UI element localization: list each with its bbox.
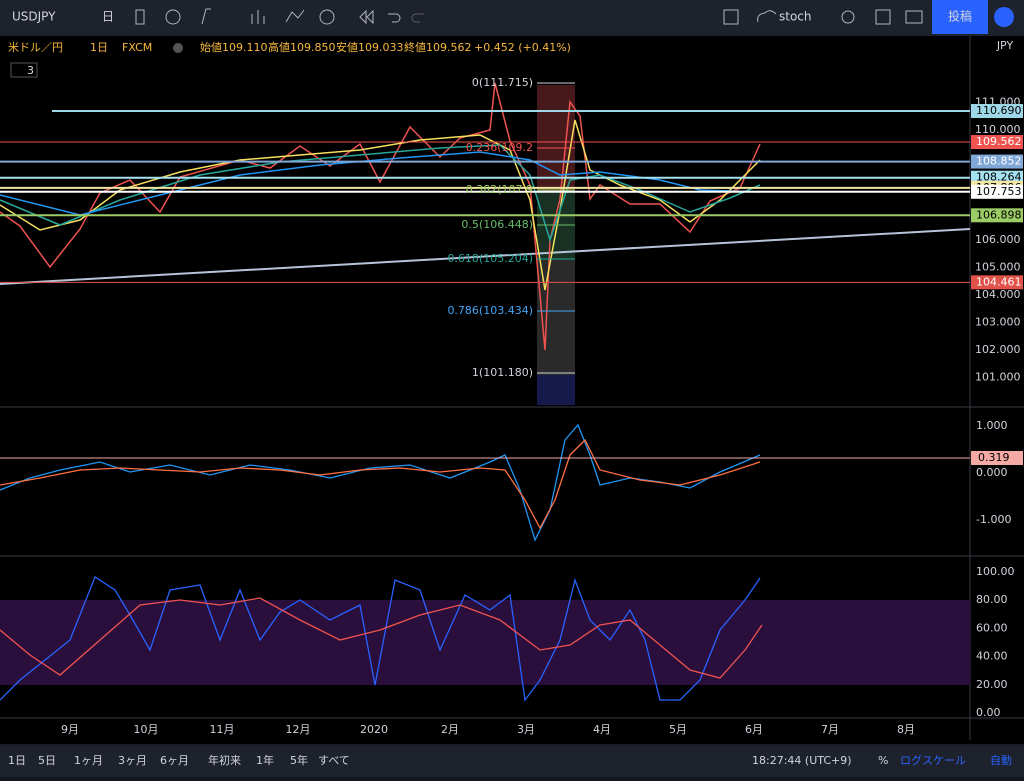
bottom-bar bbox=[0, 746, 1024, 777]
time-tick: 7月 bbox=[821, 723, 839, 736]
time-tick: 10月 bbox=[134, 723, 159, 736]
macd-level-tag bbox=[971, 451, 1023, 465]
price-tick: 105.000 bbox=[975, 261, 1021, 274]
level-tag bbox=[971, 104, 1023, 119]
legend-text: 安値109.033 bbox=[336, 40, 404, 54]
time-tick: 6月 bbox=[745, 723, 763, 736]
legend-text: FXCM bbox=[122, 41, 152, 54]
fib-zone bbox=[537, 375, 575, 405]
level-label: 106.898 bbox=[976, 208, 1022, 221]
ma-line bbox=[0, 119, 761, 291]
time-tick: 3月 bbox=[517, 723, 535, 736]
stoch-d bbox=[0, 597, 763, 679]
range-button[interactable]: すべて bbox=[318, 754, 350, 767]
level-tag bbox=[971, 154, 1023, 169]
range-button[interactable]: 1ヶ月 bbox=[74, 754, 103, 767]
price-tick: 106.000 bbox=[975, 233, 1021, 246]
stoch-tick: 0.00 bbox=[976, 706, 1001, 719]
percent-toggle[interactable]: % bbox=[878, 754, 888, 767]
legend-text: 1日 bbox=[90, 41, 108, 54]
fib-label: 0.236(109.2 bbox=[466, 141, 533, 154]
macd-tick: -1.000 bbox=[976, 513, 1011, 526]
range-button[interactable]: 5年 bbox=[290, 753, 308, 767]
legend-text: 高値109.850 bbox=[268, 40, 336, 54]
level-label: 107.753 bbox=[976, 185, 1022, 198]
ma-line bbox=[0, 151, 761, 216]
replay-button[interactable] bbox=[994, 7, 1014, 27]
stoch-tick: 40.00 bbox=[976, 650, 1008, 663]
legend-text: 始値109.110 bbox=[200, 40, 268, 54]
price-tick: 110.000 bbox=[975, 123, 1021, 136]
level-label: 104.461 bbox=[976, 275, 1022, 288]
range-button[interactable]: 1年 bbox=[256, 753, 274, 767]
toolbar bbox=[0, 0, 1024, 36]
legend-text: 終値109.562 bbox=[404, 40, 472, 54]
range-button[interactable]: 5日 bbox=[38, 754, 56, 767]
level-tag bbox=[971, 208, 1023, 223]
signal-line bbox=[0, 438, 761, 530]
macd-level-label: 0.319 bbox=[978, 451, 1010, 464]
stoch-tick: 60.00 bbox=[976, 621, 1008, 634]
auto-toggle[interactable]: 自動 bbox=[990, 753, 1012, 767]
range-button[interactable]: 3ヶ月 bbox=[118, 754, 147, 767]
indicator-button[interactable]: stoch bbox=[779, 10, 812, 24]
legend-text: +0.452 (+0.41%) bbox=[474, 41, 571, 54]
interval-button[interactable]: 日 bbox=[102, 10, 114, 24]
indicator-count-box[interactable] bbox=[10, 62, 38, 78]
level-label: 110.690 bbox=[976, 104, 1022, 117]
legend-text: 米ドル／円 bbox=[8, 41, 63, 54]
range-button[interactable]: 年初来 bbox=[208, 753, 241, 767]
macd-tick: 0.000 bbox=[976, 466, 1008, 479]
level-tag bbox=[971, 184, 1023, 199]
range-button[interactable]: 6ヶ月 bbox=[160, 754, 189, 767]
price-tick: 103.000 bbox=[975, 316, 1021, 329]
price-tick: 101.000 bbox=[975, 371, 1021, 384]
clock[interactable]: 18:27:44 (UTC+9) bbox=[752, 754, 852, 767]
time-tick: 11月 bbox=[210, 723, 235, 736]
log-toggle[interactable]: ログスケール bbox=[900, 753, 966, 767]
fib-label: 0.786(103.434) bbox=[447, 304, 533, 317]
stoch-tick: 80.00 bbox=[976, 593, 1008, 606]
stoch-tick: 20.00 bbox=[976, 678, 1008, 691]
fib-label: 0.618(105.204) bbox=[447, 252, 533, 265]
time-tick: 12月 bbox=[286, 723, 311, 736]
price-tick: 104.000 bbox=[975, 288, 1021, 301]
time-tick: 5月 bbox=[669, 723, 687, 736]
stoch-tick: 100.00 bbox=[976, 565, 1015, 578]
time-tick: 2020 bbox=[360, 723, 388, 736]
time-tick: 9月 bbox=[61, 723, 79, 736]
legend-toggle[interactable] bbox=[173, 43, 183, 53]
fib-label: 0(111.715) bbox=[472, 76, 533, 89]
fib-label: 1(101.180) bbox=[472, 366, 533, 379]
indicator-count[interactable]: 3 bbox=[27, 64, 34, 77]
level-tag bbox=[971, 135, 1023, 150]
symbol[interactable]: USDJPY bbox=[12, 10, 56, 24]
macd-tick: 1.000 bbox=[976, 419, 1008, 432]
stoch-k bbox=[0, 576, 761, 702]
range-button[interactable]: 1日 bbox=[8, 754, 26, 767]
level-label: 108.852 bbox=[976, 155, 1022, 168]
level-label: 108.264 bbox=[976, 171, 1022, 184]
publish-button-bg[interactable] bbox=[932, 0, 988, 34]
fib-label: 0.5(106.448) bbox=[461, 218, 533, 231]
level-label: 109.562 bbox=[976, 135, 1022, 148]
fib-label: 0.382(107.9 bbox=[466, 183, 533, 196]
trend-line bbox=[0, 228, 971, 285]
time-tick: 2月 bbox=[441, 723, 459, 736]
time-tick: 8月 bbox=[897, 723, 915, 736]
price-tick: 102.000 bbox=[975, 343, 1021, 356]
publish-button[interactable]: 投稿 bbox=[948, 9, 972, 24]
level-tag bbox=[971, 275, 1023, 290]
time-tick: 4月 bbox=[593, 723, 611, 736]
currency-label: JPY bbox=[996, 39, 1014, 52]
toolbar-icons[interactable] bbox=[135, 8, 923, 25]
